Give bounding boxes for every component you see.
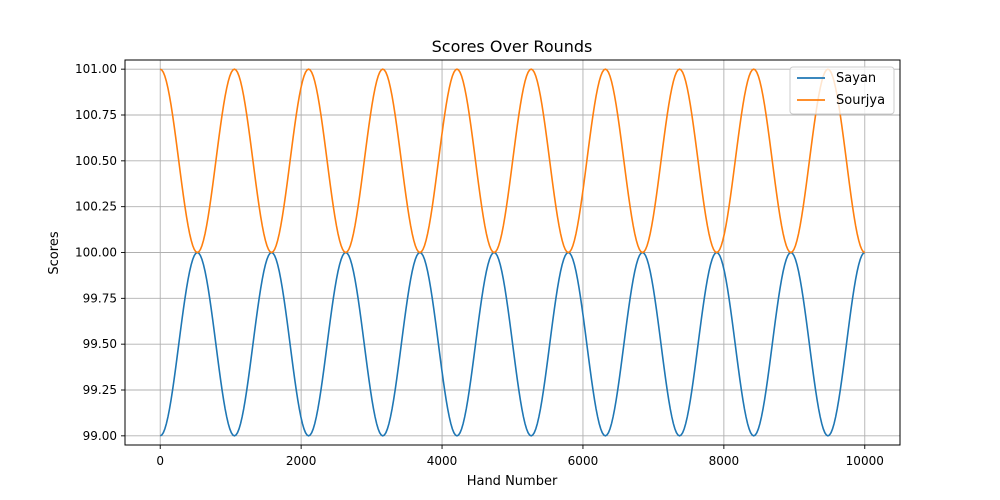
series-group bbox=[159, 68, 866, 437]
legend-label-sourjya: Sourjya bbox=[836, 93, 885, 108]
x-tick-label: 6000 bbox=[568, 454, 599, 468]
y-tick-label: 100.25 bbox=[75, 200, 117, 214]
x-axis: 0 2000 4000 6000 8000 10000 bbox=[156, 445, 884, 468]
y-tick-label: 99.25 bbox=[83, 383, 117, 397]
y-tick-label: 100.00 bbox=[75, 246, 117, 260]
x-axis-label: Hand Number bbox=[467, 474, 558, 489]
y-axis-label: Scores bbox=[47, 231, 62, 274]
y-tick-label: 99.00 bbox=[83, 429, 117, 443]
grid bbox=[125, 60, 900, 445]
x-tick-label: 4000 bbox=[427, 454, 458, 468]
x-tick-label: 0 bbox=[156, 454, 164, 468]
x-tick-label: 8000 bbox=[709, 454, 740, 468]
legend: Sayan Sourjya bbox=[789, 66, 895, 115]
x-tick-label: 10000 bbox=[846, 454, 884, 468]
y-tick-label: 100.75 bbox=[75, 108, 117, 122]
series-line-sayan bbox=[159, 251, 866, 437]
y-axis: 99.00 99.25 99.50 99.75 100.00 100.25 100.50 10… bbox=[75, 62, 125, 443]
x-tick-label: 2000 bbox=[286, 454, 317, 468]
legend-label-sayan: Sayan bbox=[836, 71, 876, 86]
chart-title: Scores Over Rounds bbox=[432, 37, 593, 56]
series-line-sourjya bbox=[159, 68, 866, 254]
y-tick-label: 99.50 bbox=[83, 337, 117, 351]
y-tick-label: 99.75 bbox=[83, 291, 117, 305]
y-tick-label: 100.50 bbox=[75, 154, 117, 168]
y-tick-label: 101.00 bbox=[75, 62, 117, 76]
